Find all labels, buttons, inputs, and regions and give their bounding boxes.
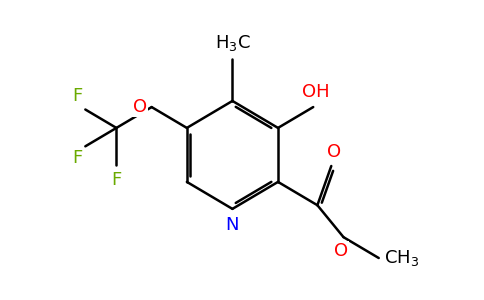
Text: O: O	[133, 98, 147, 116]
Text: OH: OH	[302, 83, 330, 101]
Text: F: F	[73, 149, 83, 167]
Text: CH$_3$: CH$_3$	[383, 248, 419, 268]
Text: F: F	[111, 171, 121, 189]
Text: O: O	[334, 242, 348, 260]
Text: H$_3$C: H$_3$C	[214, 33, 250, 53]
Text: F: F	[73, 87, 83, 105]
Text: N: N	[226, 216, 239, 234]
Text: O: O	[327, 143, 341, 161]
